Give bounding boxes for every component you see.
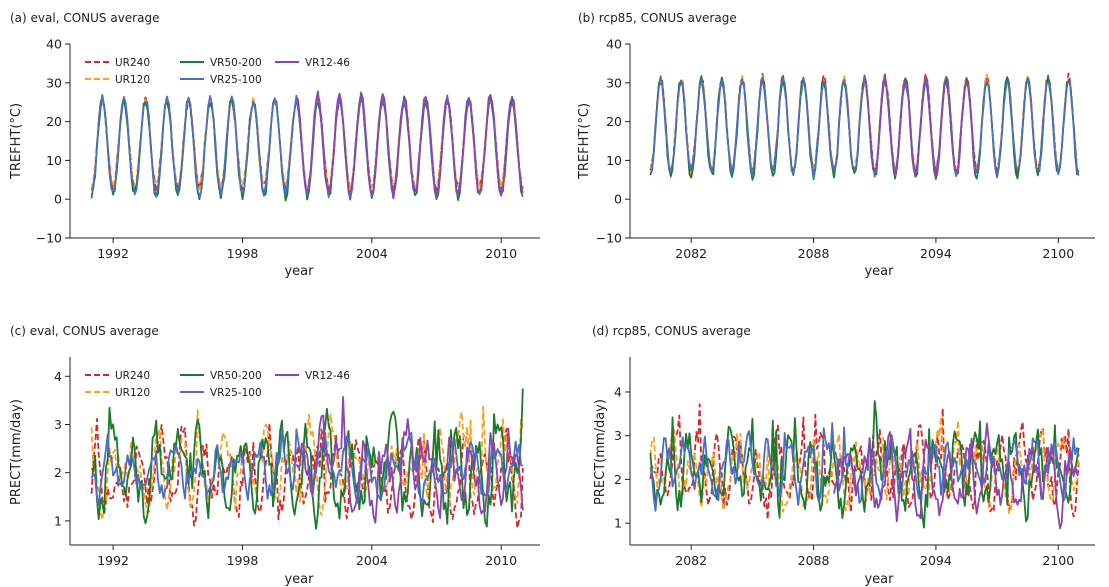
x-tick-label: 2100: [1042, 246, 1074, 261]
series-layer: [90, 90, 524, 202]
panel-a: (a) eval, CONUS average −10 0 10 20 30 40 1992…: [9, 11, 540, 279]
series-line-vr25-100: [649, 422, 1080, 512]
series-line-vr12-46: [295, 396, 524, 524]
legend: UR240 UR120 VR50-200 VR25-100 VR12-46: [85, 370, 350, 399]
series-line-ur240: [90, 418, 524, 529]
x-tick-label: 1992: [97, 553, 129, 568]
y-tick-label: 2: [54, 465, 62, 480]
series-line-vr12-46: [295, 90, 524, 200]
series-line-vr25-100: [90, 426, 524, 506]
legend: UR240 UR120 VR50-200 VR25-100 VR12-46: [85, 57, 350, 86]
x-tick-label: 2094: [920, 246, 952, 261]
series-line-vr12-46: [833, 422, 1080, 530]
y-tick-label: 30: [46, 75, 62, 90]
y-tick-label: 2: [614, 472, 622, 487]
x-tick-label: 2082: [675, 246, 707, 261]
y-tick-label: 20: [606, 114, 622, 129]
y-tick-label: 0: [54, 192, 62, 207]
x-tick-label: 1998: [227, 553, 259, 568]
x-tick-label: 2094: [920, 553, 952, 568]
y-tick-label: 10: [46, 153, 62, 168]
legend-label: UR120: [115, 74, 150, 86]
legend-label: VR50-200: [210, 57, 262, 69]
x-tick-label: 2010: [485, 553, 517, 568]
y-tick-label: 3: [614, 428, 622, 443]
y-tick-label: 4: [614, 384, 622, 399]
legend-label: UR240: [115, 57, 150, 69]
legend-label: VR12-46: [305, 57, 350, 69]
y-tick-label: 4: [54, 369, 62, 384]
series-layer: [90, 388, 524, 530]
series-layer: [649, 72, 1080, 181]
series-line-ur240: [90, 94, 524, 193]
panel-title: (a) eval, CONUS average: [10, 11, 159, 25]
panel-title: (c) eval, CONUS average: [10, 324, 159, 338]
series-line-vr50-200: [649, 74, 1080, 181]
y-tick-label: 0: [614, 192, 622, 207]
legend-label: VR12-46: [305, 370, 350, 382]
y-tick-label: 40: [46, 37, 62, 52]
x-axis-label: year: [284, 264, 314, 279]
y-axis-label: PRECT(mm/day): [593, 399, 608, 505]
axes: 1 2 3 4 1992 1998 2004 2010: [54, 357, 540, 568]
y-tick-label: 20: [46, 114, 62, 129]
x-tick-label: 2082: [675, 553, 707, 568]
x-axis-label: year: [284, 572, 314, 587]
y-tick-label: 30: [606, 75, 622, 90]
x-tick-label: 2010: [485, 246, 517, 261]
x-tick-label: 2088: [798, 246, 830, 261]
legend-label: VR25-100: [210, 387, 262, 399]
y-tick-label: 40: [606, 37, 622, 52]
x-tick-label: 2088: [798, 553, 830, 568]
axes: −10 0 10 20 30 40 1992 1998 2004 2010: [36, 37, 540, 261]
series-line-vr12-46: [863, 73, 978, 178]
x-tick-label: 1992: [97, 246, 129, 261]
y-tick-label: 3: [54, 417, 62, 432]
legend-label: UR120: [115, 387, 150, 399]
legend-label: UR240: [115, 370, 150, 382]
series-line-vr50-200: [90, 94, 524, 202]
axes: −10 0 10 20 30 40 2082 2088 2094 2100: [596, 37, 1095, 261]
series-line-ur120: [90, 94, 524, 191]
y-axis-label: TREFHT(°C): [9, 103, 24, 180]
y-tick-label: 10: [606, 153, 622, 168]
x-axis-label: year: [864, 572, 894, 587]
y-axis-label: TREFHT(°C): [577, 103, 592, 180]
y-tick-label: 1: [614, 516, 622, 531]
panel-c: (c) eval, CONUS average 1 2 3 4 1992 1998 2004…: [9, 324, 540, 587]
x-tick-label: 2004: [356, 553, 388, 568]
x-tick-label: 1998: [227, 246, 259, 261]
y-tick-label: −10: [596, 231, 622, 246]
series-line-vr50-200: [90, 388, 524, 530]
axes: 1 2 3 4 2082 2088 2094 2100: [614, 357, 1095, 568]
panel-d: (d) rcp85, CONUS average 1 2 3 4 2082 2088 209…: [592, 324, 1095, 587]
x-tick-label: 2100: [1042, 553, 1074, 568]
x-axis-label: year: [864, 264, 894, 279]
x-tick-label: 2004: [356, 246, 388, 261]
panel-title: (d) rcp85, CONUS average: [592, 324, 751, 338]
series-line-vr50-200: [649, 400, 1080, 529]
legend-label: VR25-100: [210, 74, 262, 86]
legend-label: VR50-200: [210, 370, 262, 382]
y-tick-label: −10: [36, 231, 62, 246]
panel-b: (b) rcp85, CONUS average −10 0 10 20 30 40 208…: [577, 11, 1095, 279]
series-layer: [649, 400, 1080, 530]
y-axis-label: PRECT(mm/day): [9, 399, 24, 505]
panel-title: (b) rcp85, CONUS average: [578, 11, 737, 25]
y-tick-label: 1: [54, 513, 62, 528]
